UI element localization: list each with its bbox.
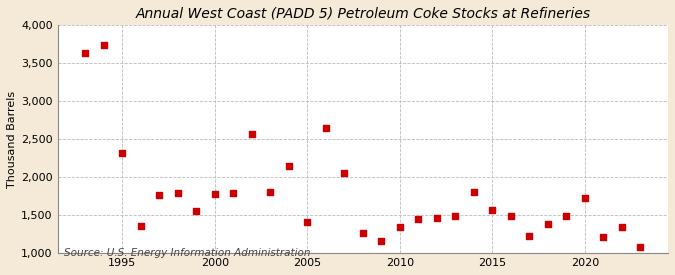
Point [246,132,257,137]
Point [561,214,572,218]
Text: Source: U.S. Energy Information Administration: Source: U.S. Energy Information Administ… [63,248,310,258]
Point [394,224,405,229]
Point [413,217,424,221]
Point [616,224,627,229]
Point [191,208,202,213]
Point [524,234,535,239]
Point [265,189,275,194]
Title: Annual West Coast (PADD 5) Petroleum Coke Stocks at Refineries: Annual West Coast (PADD 5) Petroleum Cok… [135,7,591,21]
Point [284,163,294,168]
Point [635,245,646,249]
Point [579,196,590,200]
Point [154,193,165,197]
Point [321,125,331,130]
Point [80,51,90,55]
Point [431,216,442,220]
Point [468,189,479,194]
Y-axis label: Thousand Barrels: Thousand Barrels [7,90,17,188]
Point [598,235,609,240]
Point [99,43,109,48]
Point [450,214,461,218]
Point [228,191,239,195]
Point [136,224,146,228]
Point [543,222,554,227]
Point [358,230,369,235]
Point [506,214,516,218]
Point [339,170,350,175]
Point [209,192,220,196]
Point [172,191,183,195]
Point [376,239,387,243]
Point [487,208,497,212]
Point [302,220,313,224]
Point [117,150,128,155]
